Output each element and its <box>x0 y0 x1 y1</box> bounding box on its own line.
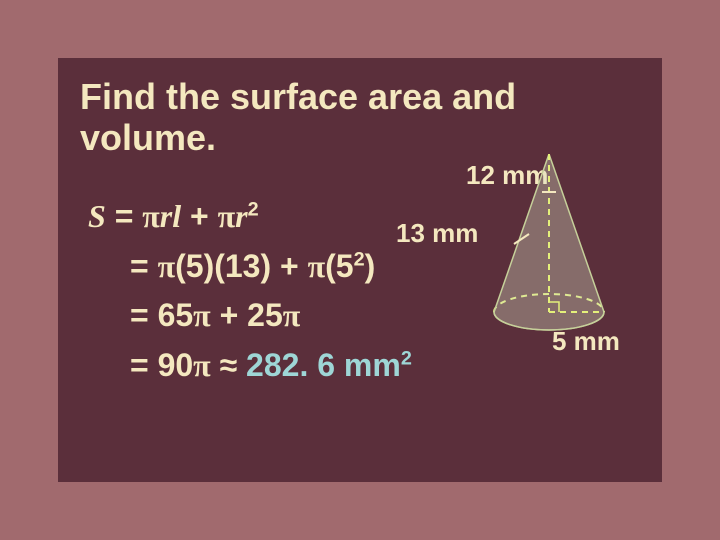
pi-symbol: π <box>218 198 236 234</box>
heading: Find the surface area and volume. <box>80 76 516 159</box>
pi-symbol: π <box>193 297 211 333</box>
var-S: S <box>88 198 106 234</box>
answer-value: 282. 6 mm2 <box>246 347 412 383</box>
cone-diagram <box>484 154 614 344</box>
pi-symbol: π <box>142 198 160 234</box>
cone-svg <box>484 154 614 344</box>
formula-line2: = π(5)(13) + π(52) <box>88 242 412 292</box>
pi-symbol: π <box>193 347 211 383</box>
formula-line4: = 90π ≈ 282. 6 mm2 <box>88 341 412 391</box>
pi-symbol: π <box>308 248 326 284</box>
var-l: l <box>172 198 181 234</box>
label-slant: 13 mm <box>396 218 478 249</box>
formula-line3: = 65π + 25π <box>88 291 412 341</box>
formula-line1: S = πrl + πr2 <box>88 192 412 242</box>
var-r: r <box>160 198 172 234</box>
exponent: 2 <box>354 248 365 270</box>
var-r: r <box>235 198 247 234</box>
exponent: 2 <box>401 347 412 369</box>
slide-card: Find the surface area and volume. S = πr… <box>58 58 662 482</box>
pi-symbol: π <box>158 248 176 284</box>
heading-line1: Find the surface area and <box>80 76 516 117</box>
exponent: 2 <box>248 198 259 220</box>
work-steps: S = πrl + πr2 = π(5)(13) + π(52) = 65π +… <box>88 192 412 390</box>
pi-symbol: π <box>283 297 301 333</box>
heading-line2: volume. <box>80 117 216 158</box>
